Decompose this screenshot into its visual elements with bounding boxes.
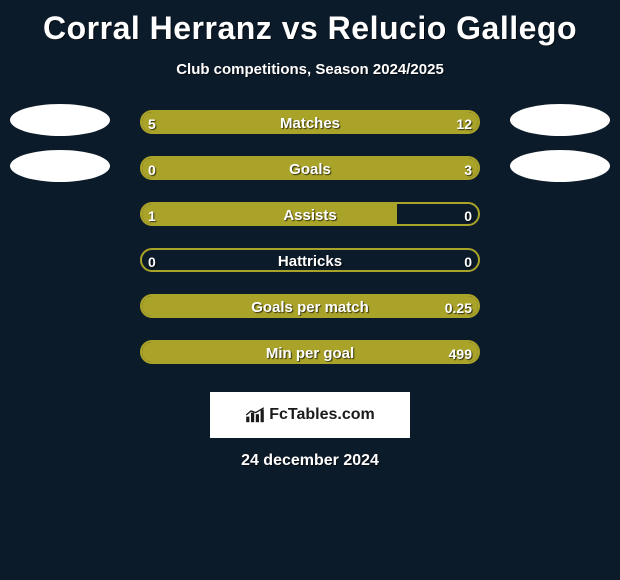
brand-text: FcTables.com (269, 406, 375, 424)
brand-badge: FcTables.com (210, 392, 410, 438)
stat-bar-left (142, 204, 397, 224)
stat-row: 03Goals (0, 154, 620, 200)
stat-row: 0.25Goals per match (0, 292, 620, 338)
stat-bar-track: 10Assists (140, 202, 480, 226)
stat-label: Hattricks (142, 250, 478, 272)
stat-bar-right (142, 342, 478, 362)
stat-bar-track: 03Goals (140, 156, 480, 180)
date-label: 24 december 2024 (0, 452, 620, 470)
stat-row: 10Assists (0, 200, 620, 246)
stat-value-right: 0 (464, 250, 472, 272)
comparison-chart: 512Matches03Goals10Assists00Hattricks0.2… (0, 108, 620, 384)
stat-row: 512Matches (0, 108, 620, 154)
stat-bar-track: 499Min per goal (140, 340, 480, 364)
brand-chart-icon (245, 407, 265, 423)
stat-row: 0 0Hattricks (0, 246, 620, 292)
stat-bar-right (142, 296, 478, 316)
stat-bar-track: 512Matches (140, 110, 480, 134)
stat-bar-track: 0 0Hattricks (140, 248, 480, 272)
page-title: Corral Herranz vs Relucio Gallego (0, 0, 620, 47)
stat-bar-right (142, 158, 478, 178)
subtitle: Club competitions, Season 2024/2025 (0, 61, 620, 78)
stat-value-right: 0 (464, 204, 472, 226)
stat-row: 499Min per goal (0, 338, 620, 384)
stat-bar-left (142, 112, 239, 132)
stat-value-left: 0 (148, 250, 156, 272)
stat-bar-right (239, 112, 478, 132)
stat-bar-track: 0.25Goals per match (140, 294, 480, 318)
